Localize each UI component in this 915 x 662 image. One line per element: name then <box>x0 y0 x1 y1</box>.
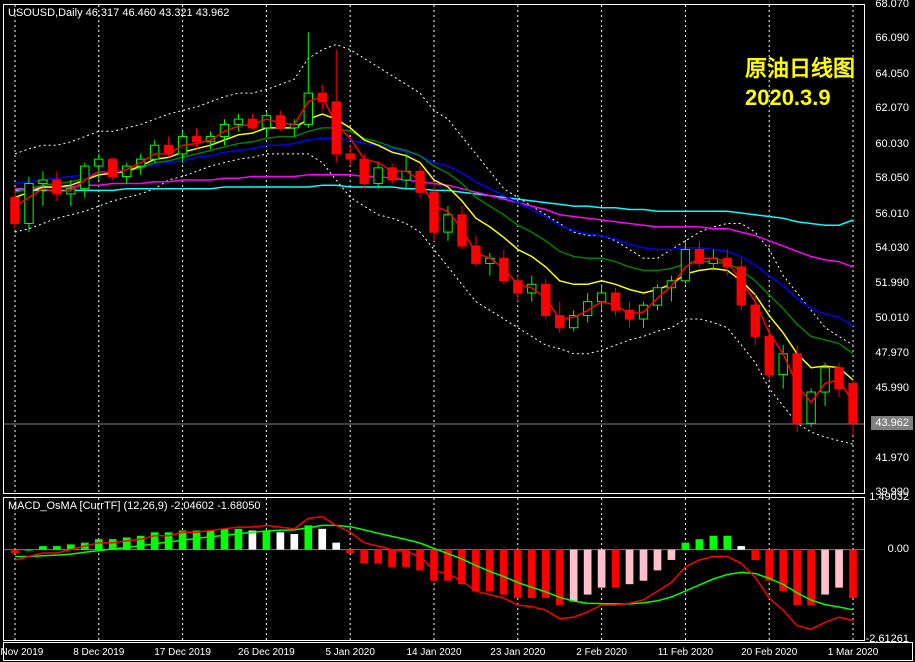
date-tick: 11 Feb 2020 <box>658 647 713 658</box>
price-tick: 62.070 <box>875 102 909 114</box>
annotation-line1: 原油日线图 <box>745 55 855 84</box>
chart-header: USOUSD,Daily 46.317 46.460 43.321 43.962 <box>8 7 229 19</box>
price-tick: 60.030 <box>875 138 909 150</box>
price-tick: 41.970 <box>875 452 909 464</box>
price-tick: 68.070 <box>875 0 909 10</box>
date-tick: 5 Jan 2020 <box>325 647 375 658</box>
price-tick: 50.010 <box>875 312 909 324</box>
date-tick: 17 Dec 2019 <box>154 647 211 658</box>
date-tick: 8 Dec 2019 <box>73 647 124 658</box>
date-tick: 23 Jan 2020 <box>490 647 545 658</box>
price-tick: 66.090 <box>875 32 909 44</box>
date-tick: 28 Nov 2019 <box>0 647 43 658</box>
date-tick: 26 Dec 2019 <box>238 647 295 658</box>
current-price-tag: 43.962 <box>871 416 913 430</box>
price-tick: 47.970 <box>875 347 909 359</box>
macd-tick: 0.00 <box>888 543 909 555</box>
price-tick: 58.050 <box>875 172 909 184</box>
macd-header: MACD_OsMA [CurrTF] (12,26,9) -2.04602 -1… <box>8 500 261 512</box>
price-tick: 56.010 <box>875 208 909 220</box>
macd-tick: 1.49032 <box>869 491 909 503</box>
annotation-line2: 2020.3.9 <box>745 84 855 113</box>
macd-y-axis: 1.490320.00-2.61261 <box>865 497 913 639</box>
date-tick: 1 Mar 2020 <box>828 647 879 658</box>
date-tick: 2 Feb 2020 <box>576 647 627 658</box>
macd-panel[interactable] <box>3 497 865 641</box>
price-tick: 45.990 <box>875 382 909 394</box>
date-tick: 14 Jan 2020 <box>406 647 461 658</box>
x-axis-strip: 28 Nov 2019 8 Dec 2019 17 Dec 2019 26 Dec 2… <box>3 642 913 661</box>
annotation-overlay: 原油日线图 2020.3.9 <box>745 55 855 112</box>
price-chart-panel[interactable] <box>3 4 865 494</box>
price-tick: 54.030 <box>875 242 909 254</box>
price-y-axis: 68.07066.09064.05062.07060.03058.05056.0… <box>865 4 913 492</box>
price-tick: 64.050 <box>875 68 909 80</box>
price-tick: 51.990 <box>875 277 909 289</box>
date-tick: 20 Feb 2020 <box>741 647 797 658</box>
